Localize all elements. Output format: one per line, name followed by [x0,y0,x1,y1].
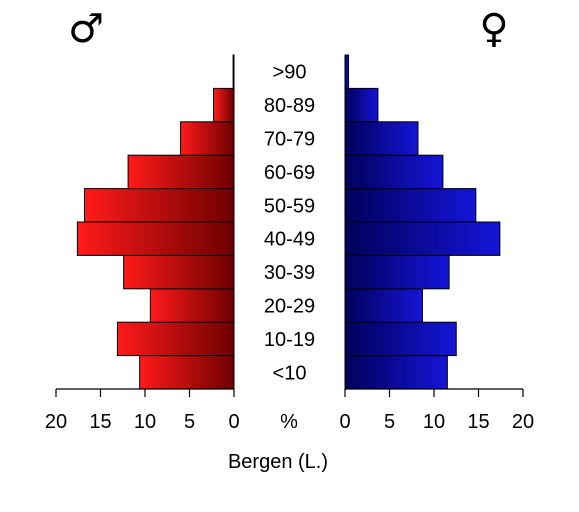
age-group-label-2: 20-29 [264,296,315,318]
age-group-label-3: 30-39 [264,262,315,284]
left-tick-label-1: 15 [89,411,111,433]
female-bar-9 [344,54,350,89]
female-bar-1 [344,321,457,357]
left-tick-label-0: 20 [45,411,67,433]
age-group-label-9: >90 [273,62,307,84]
male-bars [76,54,235,390]
left-x-axis: 20 15 10 5 0 [45,388,240,433]
age-group-label-4: 40-49 [264,229,315,251]
right-tick-label-3: 15 [467,411,489,433]
male-bar-1 [116,321,235,357]
male-bar-5 [83,188,235,223]
female-bar-5 [344,188,477,223]
right-tick-label-2: 10 [423,411,445,433]
left-tick-label-2: 10 [134,411,156,433]
right-x-axis: 0 5 10 15 20 [339,388,534,433]
female-bar-7 [344,121,419,156]
female-bar-8 [344,87,379,123]
male-bar-4 [76,221,235,256]
age-labels: <10 10-19 20-29 30-39 40-49 50-59 60-69 70-79 80… [264,62,315,385]
age-group-label-5: 50-59 [264,195,315,217]
age-group-label-8: 80-89 [264,95,315,117]
x-axis-title: Bergen (L.) [228,451,328,473]
right-tick-label-1: 5 [384,411,395,433]
center-unit-label: % [280,411,298,433]
age-group-label-1: 10-19 [264,329,315,351]
male-bar-2 [149,288,235,323]
female-bar-6 [344,154,444,190]
right-tick-label-0: 0 [339,411,350,433]
male-bar-8 [213,87,235,123]
male-bar-3 [123,254,235,290]
age-group-label-6: 60-69 [264,162,315,184]
male-bar-0 [139,355,235,390]
male-bar-9 [232,54,235,89]
male-bar-7 [180,121,235,156]
left-tick-label-4: 0 [228,411,239,433]
female-bar-4 [344,221,501,256]
female-bars [344,54,501,390]
female-bar-2 [344,288,423,323]
age-group-label-7: 70-79 [264,129,315,151]
right-tick-label-4: 20 [512,411,534,433]
male-symbol: ♂ [68,6,104,52]
female-bar-3 [344,254,450,290]
age-group-label-0: <10 [273,362,307,384]
left-tick-label-3: 5 [184,411,195,433]
female-bar-0 [344,355,448,390]
female-symbol: ♀ [479,6,508,52]
male-bar-6 [127,154,235,190]
